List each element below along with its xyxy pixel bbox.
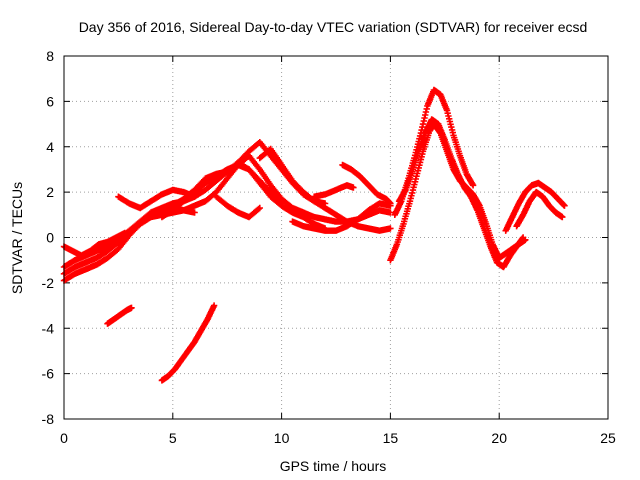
y-tick-label: 0	[46, 230, 54, 246]
series-arc5	[115, 186, 198, 212]
series-arc14	[391, 86, 477, 218]
x-tick-label: 0	[60, 430, 68, 446]
data-points-arc11	[311, 182, 357, 200]
series-arc9	[256, 145, 394, 234]
series-arc3	[60, 204, 198, 284]
y-tick-label: 4	[46, 139, 54, 155]
plot-frame	[63, 55, 609, 420]
data-points-arc9	[256, 145, 394, 234]
data-points-arc10	[289, 200, 394, 234]
series-arc17	[513, 188, 566, 230]
grid	[64, 56, 608, 419]
y-tick-label: -6	[42, 366, 55, 382]
data-points-arc8	[213, 193, 263, 221]
series-arc15	[395, 116, 527, 271]
series-arc16	[502, 179, 568, 234]
series-arc8	[213, 193, 263, 221]
data-points-arc15	[395, 116, 527, 271]
series-arc18	[104, 304, 135, 327]
data-points-arc19	[158, 302, 218, 384]
data-points-arc18	[104, 304, 135, 327]
y-tick-label: 6	[46, 93, 54, 109]
data-points-arc3	[60, 204, 198, 284]
x-axis-label: GPS time / hours	[280, 458, 387, 474]
data-points-arc12	[339, 161, 394, 207]
series-arc10	[289, 200, 394, 234]
data-points-arc17	[513, 188, 566, 230]
plot-area	[60, 86, 568, 384]
data-points-arc16	[502, 179, 568, 234]
y-tick-label: 8	[46, 48, 54, 64]
y-tick-label: -8	[42, 411, 55, 427]
data-points-arc5	[115, 186, 198, 212]
y-tick-label: -2	[42, 275, 55, 291]
y-tick-label: -4	[42, 320, 55, 336]
x-tick-label: 20	[491, 430, 507, 446]
chart-title: Day 356 of 2016, Sidereal Day-to-day VTE…	[79, 19, 588, 35]
y-axis-label: SDTVAR / TECUs	[9, 182, 25, 294]
axis-ticks: 0 5 10 15 20 25 -8 -6 -4 -2 0 2 4 6 8	[42, 48, 616, 446]
series-arc19	[158, 302, 218, 384]
x-tick-label: 5	[169, 430, 177, 446]
y-tick-label: 2	[46, 184, 54, 200]
x-tick-label: 10	[274, 430, 290, 446]
series-arc11	[311, 182, 357, 200]
data-points-arc14	[391, 86, 477, 218]
series-arc12	[339, 161, 394, 207]
x-tick-label: 15	[383, 430, 399, 446]
x-tick-label: 25	[600, 430, 616, 446]
